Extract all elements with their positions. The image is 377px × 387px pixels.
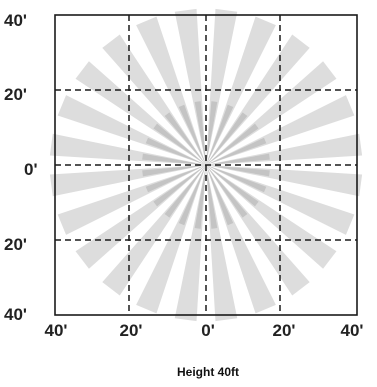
detection-ray-outer <box>49 165 206 197</box>
x-label-right: 40' <box>341 321 364 340</box>
detection-ray <box>206 34 310 165</box>
detection-ray-outer <box>174 8 206 165</box>
detection-ray-outer <box>206 133 363 165</box>
y-label-bottom: 40' <box>4 305 27 324</box>
detection-ray <box>206 165 238 322</box>
detection-ray-inner <box>178 104 206 165</box>
x-axis-labels: 40' 20' 0' 20' 40' <box>45 321 364 340</box>
detection-ray-inner <box>206 112 248 165</box>
detection-ray <box>75 165 206 269</box>
detection-ray-inner <box>206 123 259 165</box>
detection-ray-outer <box>206 165 238 322</box>
detection-ray-outer <box>206 8 238 165</box>
detection-rays <box>49 8 363 322</box>
x-label-left: 40' <box>45 321 68 340</box>
y-label-center: 0' <box>24 160 38 179</box>
detection-ray-inner <box>194 101 206 165</box>
detection-ray <box>174 8 206 165</box>
detection-ray-inner <box>206 165 259 207</box>
detection-ray <box>206 61 337 165</box>
detection-ray-inner <box>206 104 234 165</box>
detection-ray <box>174 165 206 322</box>
detection-ray-inner <box>178 165 206 226</box>
detection-ray-inner <box>206 165 267 193</box>
diagram-caption: Height 40ft <box>177 365 239 379</box>
y-axis-labels: 40' 20' 0' 20' 40' <box>4 11 38 324</box>
detection-ray <box>49 165 206 197</box>
detection-ray-outer <box>206 165 363 197</box>
detection-ray-inner <box>164 112 206 165</box>
detection-ray-outer <box>206 16 276 165</box>
detection-ray-inner <box>164 165 206 218</box>
diagram-frame <box>54 14 358 316</box>
detection-ray <box>206 133 363 165</box>
detection-ray <box>102 34 206 165</box>
detection-ray <box>206 165 337 269</box>
y-label-lower: 20' <box>4 235 27 254</box>
detection-ray <box>136 16 206 165</box>
detection-ray <box>206 165 310 296</box>
detection-ray-inner <box>206 101 218 165</box>
detection-ray-outer <box>136 16 206 165</box>
x-label-left-mid: 20' <box>120 321 143 340</box>
detection-ray-inner <box>206 165 218 229</box>
detection-ray-inner <box>142 165 206 177</box>
detection-ray-outer <box>136 165 206 314</box>
detection-ray <box>57 165 206 235</box>
x-label-right-mid: 20' <box>273 321 296 340</box>
detection-ray <box>206 8 238 165</box>
detection-ray-inner <box>206 165 248 218</box>
detection-ray-inner <box>206 137 267 165</box>
detection-ray-inner <box>153 123 206 165</box>
detection-ray-inner <box>145 165 206 193</box>
grid-lines <box>55 15 357 315</box>
detection-ray-inner <box>206 165 270 177</box>
detection-ray <box>206 165 363 197</box>
y-label-top: 40' <box>4 11 27 30</box>
detection-ray <box>75 61 206 165</box>
detection-ray <box>206 16 276 165</box>
x-label-center: 0' <box>201 321 215 340</box>
detection-ray-inner <box>206 165 234 226</box>
detection-ray-inner <box>145 137 206 165</box>
detection-ray <box>49 133 206 165</box>
detection-ray-inner <box>142 153 206 165</box>
detection-ray-inner <box>194 165 206 229</box>
detection-ray-outer <box>57 95 206 165</box>
detection-ray-outer <box>174 165 206 322</box>
detection-ray-outer <box>49 133 206 165</box>
detection-ray <box>102 165 206 296</box>
detection-ray <box>136 165 206 314</box>
detection-ray-outer <box>57 165 206 235</box>
detection-ray-inner <box>206 153 270 165</box>
detection-ray-outer <box>206 165 276 314</box>
detection-ray <box>57 95 206 165</box>
detection-ray <box>206 165 276 314</box>
detection-ray-inner <box>153 165 206 207</box>
y-label-upper: 20' <box>4 85 27 104</box>
